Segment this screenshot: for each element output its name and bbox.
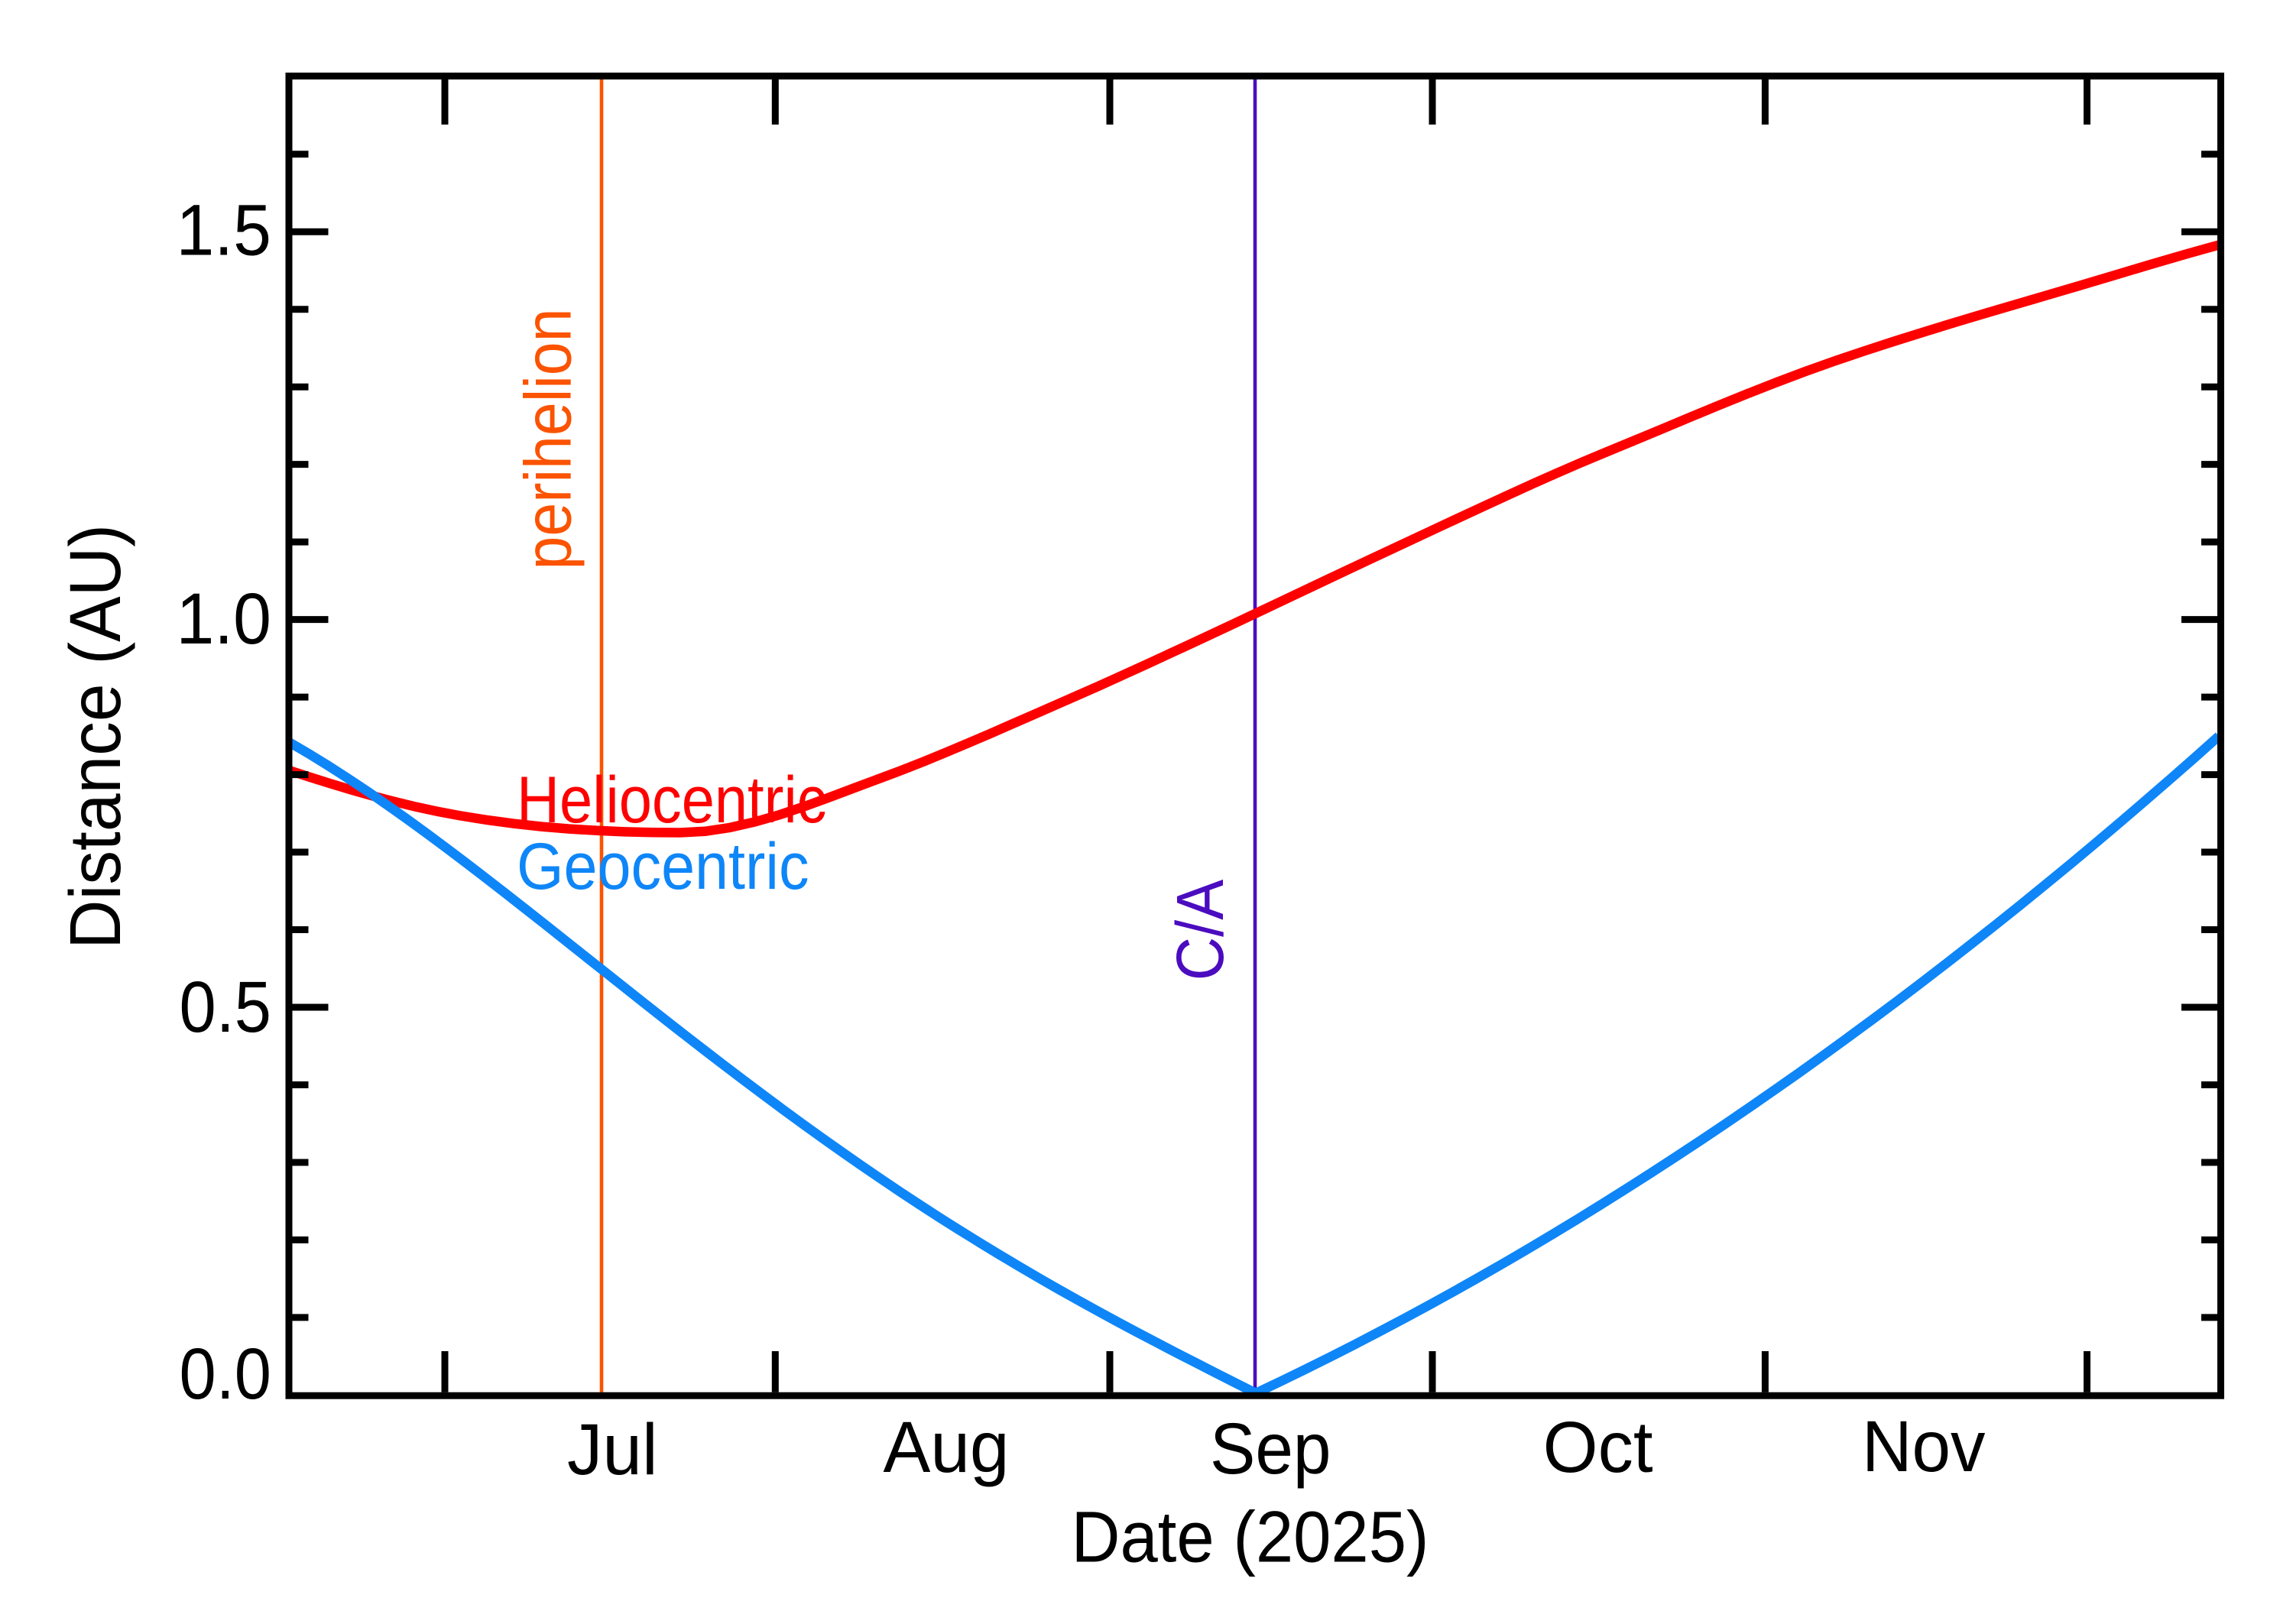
svg-text:Heliocentric: Heliocentric — [517, 763, 827, 837]
svg-text:C/A: C/A — [1163, 880, 1237, 981]
svg-text:1.5: 1.5 — [177, 190, 272, 271]
svg-text:Distance (AU): Distance (AU) — [55, 524, 136, 949]
svg-text:Aug: Aug — [884, 1407, 1010, 1488]
svg-text:Date (2025): Date (2025) — [1072, 1497, 1429, 1578]
svg-text:1.0: 1.0 — [177, 579, 272, 660]
svg-text:perihelion: perihelion — [512, 309, 585, 570]
svg-text:Geocentric: Geocentric — [517, 830, 809, 903]
svg-text:Oct: Oct — [1543, 1407, 1653, 1488]
svg-text:Nov: Nov — [1862, 1406, 1986, 1487]
svg-text:0.5: 0.5 — [180, 967, 272, 1048]
svg-text:0.0: 0.0 — [180, 1334, 272, 1415]
svg-text:Jul: Jul — [567, 1409, 658, 1490]
svg-text:Sep: Sep — [1210, 1408, 1331, 1489]
